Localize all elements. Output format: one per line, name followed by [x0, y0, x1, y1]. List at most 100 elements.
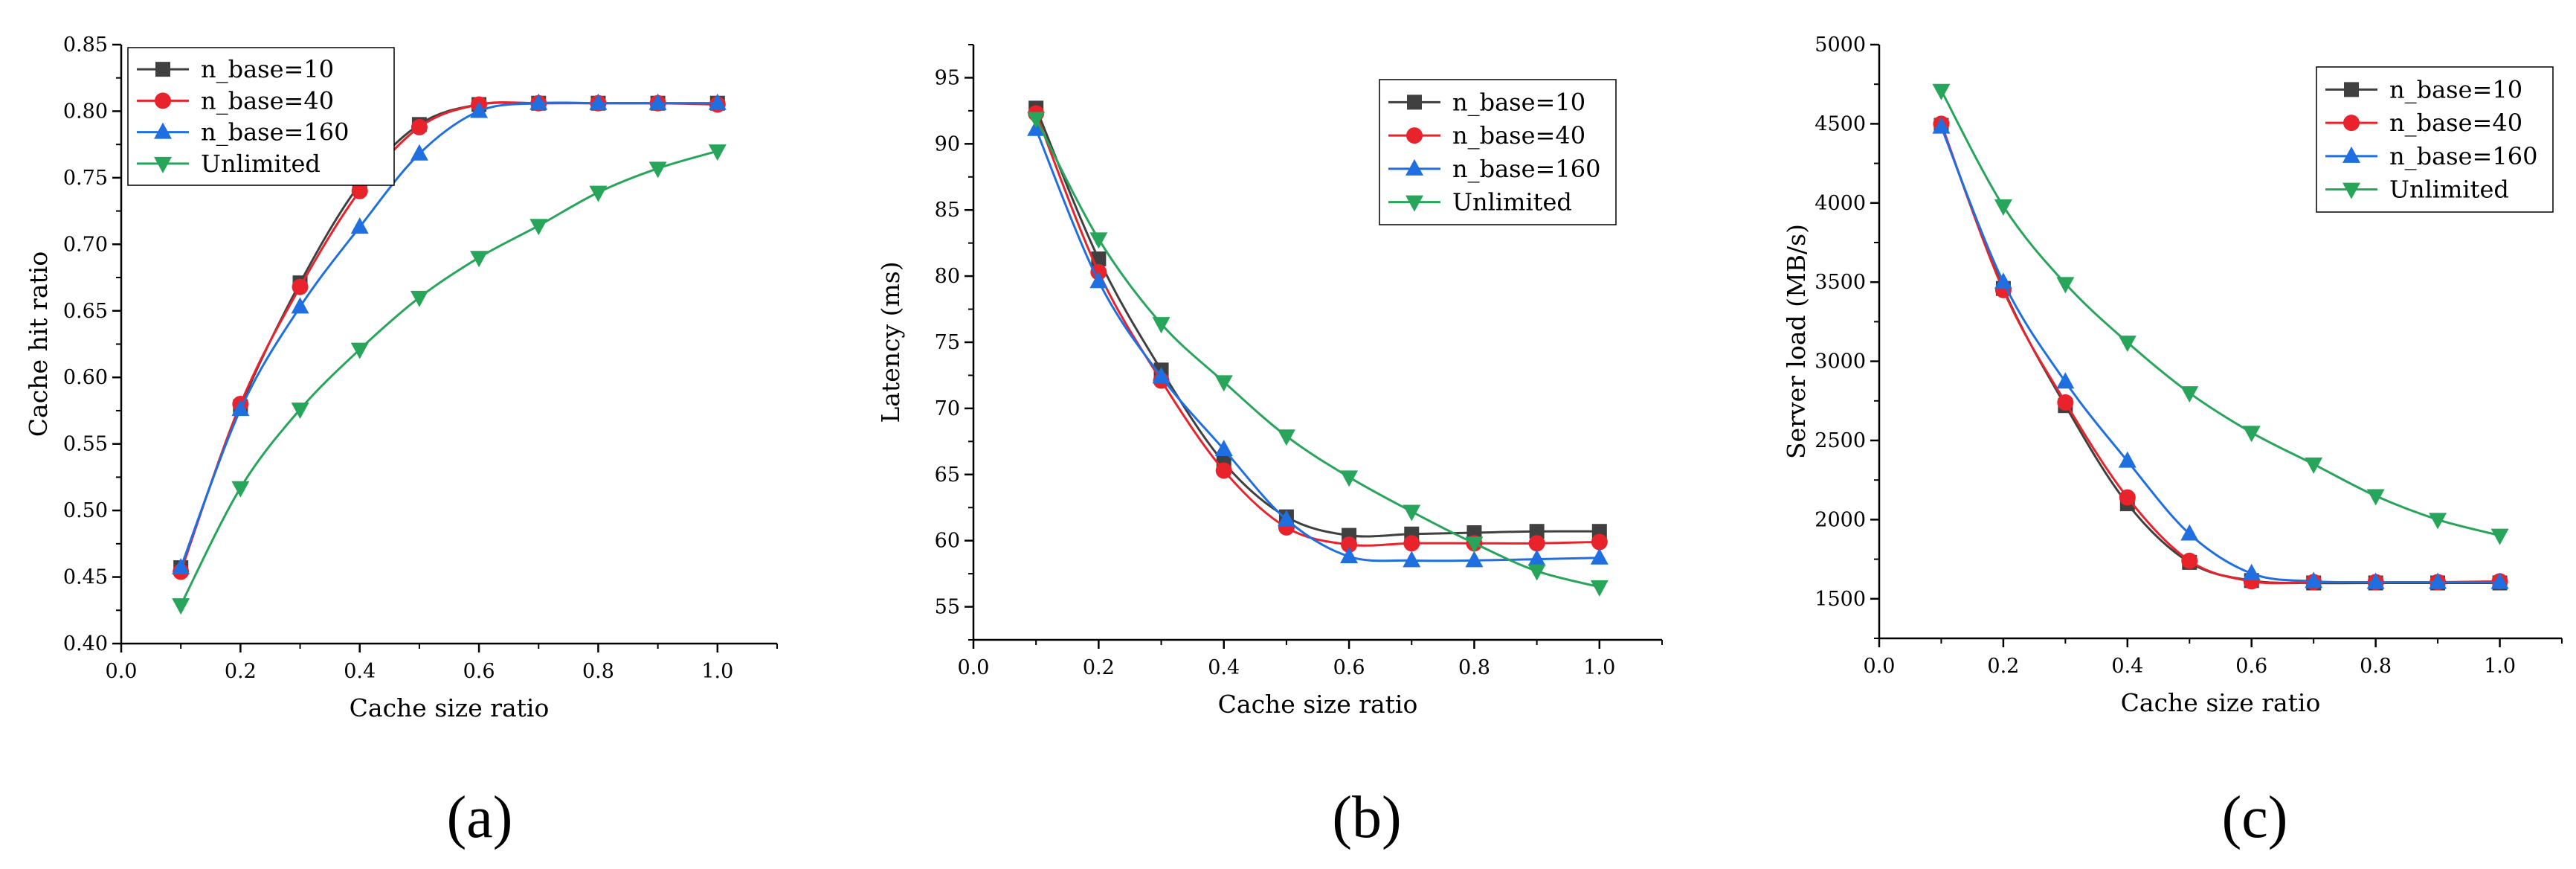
y-tick-label: 95	[935, 66, 960, 89]
data-point	[529, 219, 548, 236]
x-tick-label: 0.6	[1333, 656, 1365, 679]
data-point	[410, 290, 428, 307]
series-unlimited	[1027, 112, 1609, 597]
data-point	[2242, 563, 2261, 580]
y-tick-label: 0.40	[63, 632, 108, 655]
data-point	[2366, 572, 2385, 589]
legend-marker	[1407, 94, 1422, 110]
data-point	[1932, 83, 1951, 100]
legend-label: n_base=10	[1452, 88, 1585, 116]
y-tick-label: 0.55	[63, 433, 108, 456]
data-point	[291, 297, 309, 314]
x-tick-label: 0.0	[1864, 655, 1896, 678]
y-tick-label: 2500	[1815, 429, 1866, 452]
x-tick-label: 0.4	[344, 660, 376, 683]
legend-marker	[2342, 146, 2360, 163]
legend-marker	[2344, 82, 2359, 97]
data-point	[2366, 489, 2385, 506]
legend-label: n_base=40	[1452, 121, 1585, 150]
x-tick-label: 0.0	[958, 656, 990, 679]
x-tick-label: 1.0	[1583, 656, 1615, 679]
y-tick-label: 0.70	[63, 233, 108, 256]
data-point	[2242, 426, 2261, 443]
legend-label: n_base=40	[201, 86, 334, 115]
data-point	[350, 217, 369, 234]
series-line	[179, 150, 718, 606]
y-tick-label: 90	[935, 132, 960, 155]
legend-label: Unlimited	[2389, 176, 2509, 204]
data-point	[1340, 547, 1359, 563]
x-tick-label: 0.2	[1083, 656, 1115, 679]
data-point	[1089, 272, 1108, 289]
y-tick-label: 55	[935, 596, 960, 619]
data-point	[351, 182, 368, 199]
y-tick-label: 75	[935, 331, 960, 354]
legend-marker	[2343, 115, 2360, 132]
x-tick-label: 0.2	[1987, 655, 2019, 678]
legend-marker	[154, 156, 172, 173]
legend-marker	[154, 122, 172, 139]
x-tick-label: 0.4	[1208, 656, 1240, 679]
data-point	[1403, 504, 1421, 522]
legend-marker	[1406, 127, 1423, 144]
x-tick-label: 1.0	[701, 660, 733, 683]
data-point	[708, 144, 727, 161]
data-point	[410, 144, 428, 161]
x-tick-label: 0.4	[2111, 655, 2143, 678]
data-point	[410, 118, 428, 135]
data-point	[1527, 549, 1546, 566]
y-axis-title: Cache hit ratio	[24, 251, 53, 437]
x-axis-title: Cache size ratio	[350, 693, 550, 722]
y-axis-title: Latency (ms)	[876, 261, 905, 423]
x-tick-label: 0.6	[2235, 655, 2267, 678]
data-point	[231, 481, 250, 498]
data-point	[1152, 317, 1171, 334]
data-point	[291, 403, 309, 420]
legend-box	[127, 47, 395, 186]
legend-label: n_base=160	[201, 118, 349, 147]
data-point	[589, 185, 608, 202]
data-point	[2429, 513, 2447, 530]
data-point	[1214, 375, 1233, 392]
data-point	[1341, 536, 1358, 553]
series-line	[1034, 118, 1600, 589]
data-point	[1277, 429, 1295, 446]
legend-marker	[155, 92, 171, 109]
chart-panel-b: 0.0 0.2 0.4 0.6 0.8 1.0 55 60 65 70 75 80 85 90 95 Cach…	[876, 44, 1663, 850]
y-tick-label: 3000	[1815, 350, 1866, 373]
series-n-base-160	[1932, 117, 2509, 589]
legend: n_base=10 n_base=40 n_base=160 Unlimited	[2316, 66, 2554, 213]
x-axis-title: Cache size ratio	[1218, 690, 1418, 719]
data-point	[1527, 564, 1546, 581]
data-point	[2056, 277, 2075, 294]
data-point	[2180, 524, 2199, 541]
data-point	[1214, 440, 1233, 456]
y-axis-title: Server load (MB/s)	[1782, 224, 1811, 459]
data-point	[529, 93, 548, 110]
data-point	[1465, 536, 1484, 554]
y-tick-label: 0.45	[63, 566, 108, 589]
data-point	[172, 558, 190, 575]
data-point	[1932, 117, 1951, 134]
data-point	[1529, 524, 1545, 539]
data-point	[172, 598, 190, 615]
x-tick-label: 0.8	[582, 660, 614, 683]
data-point	[1215, 462, 1232, 479]
data-point	[470, 101, 489, 118]
data-point	[648, 161, 667, 179]
y-tick-label: 0.65	[63, 300, 108, 323]
legend-label: Unlimited	[201, 150, 321, 178]
data-point	[2490, 572, 2509, 589]
data-point	[2429, 572, 2447, 589]
x-tick-label: 0.6	[463, 660, 495, 683]
data-point	[2118, 451, 2137, 468]
legend: n_base=10 n_base=40 n_base=160 Unlimited	[1379, 79, 1617, 225]
data-point	[1152, 367, 1171, 384]
data-point	[1591, 533, 1608, 551]
y-tick-label: 0.60	[63, 366, 108, 389]
y-tick-label: 80	[935, 265, 960, 288]
data-point	[231, 400, 250, 417]
chart-panel-c: 0.0 0.2 0.4 0.6 0.8 1.0 1500 2000 2500 3000 3500 40…	[1782, 33, 2563, 850]
data-point	[1403, 535, 1420, 552]
